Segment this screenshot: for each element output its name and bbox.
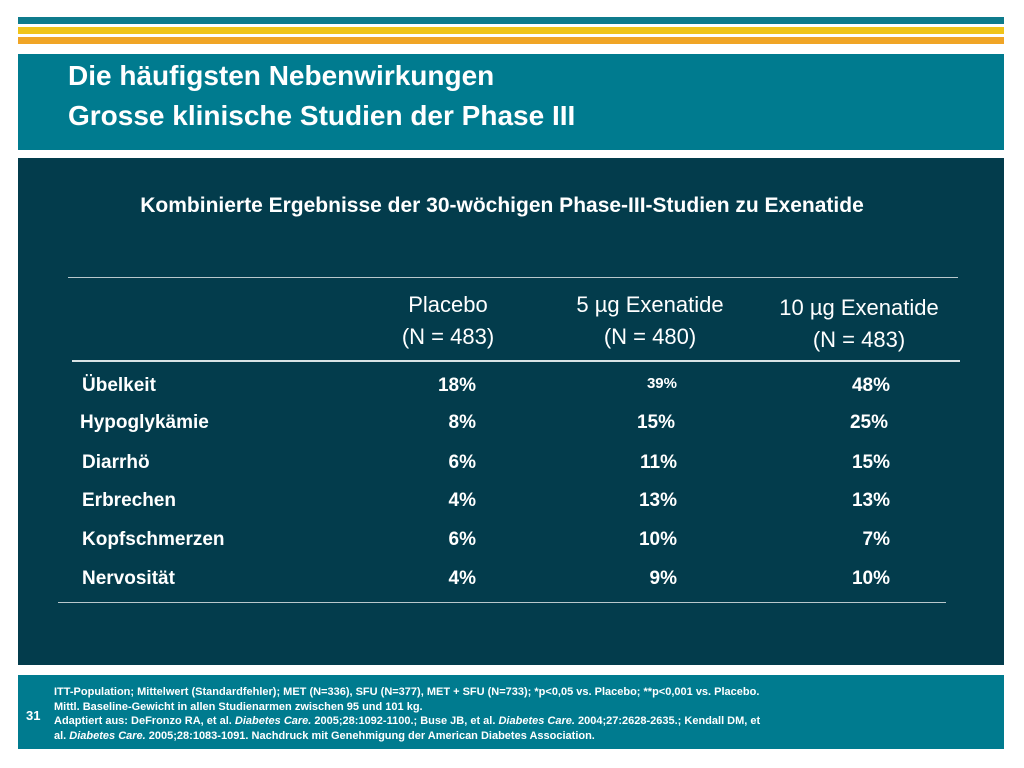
footnote-text: 2004;27:2628-2635.; Kendall DM, et	[574, 715, 761, 727]
cell-5ug: 11%	[640, 452, 677, 473]
page-number: 31	[26, 708, 41, 723]
column-header-5ug: 5 µg Exenatide (N = 480)	[550, 289, 750, 353]
cell-5ug: 10%	[638, 529, 677, 550]
row-label-diarrhoe: Diarrhö	[82, 452, 150, 473]
journal-name: Diabetes Care.	[234, 715, 312, 727]
row-label-kopfschmerzen: Kopfschmerzen	[82, 529, 225, 550]
table-subtitle: Kombinierte Ergebnisse der 30-wöchigen P…	[140, 194, 864, 217]
slide-title-line1: Die häufigsten Nebenwirkungen	[68, 60, 495, 91]
cell-10ug: 7%	[862, 529, 890, 550]
column-header-10ug: 10 µg Exenatide (N = 483)	[752, 292, 966, 356]
top-stripe-teal	[18, 17, 1004, 24]
cell-10ug: 13%	[851, 490, 890, 511]
column-n: (N = 483)	[812, 327, 906, 352]
table-header-rule	[72, 360, 960, 362]
cell-placebo: 6%	[448, 452, 476, 473]
column-n: (N = 483)	[401, 324, 495, 349]
column-name: Placebo	[408, 292, 488, 317]
cell-5ug: 15%	[636, 412, 675, 433]
cell-5ug: 39%	[646, 375, 677, 392]
cell-placebo: 6%	[448, 529, 476, 550]
row-label-erbrechen: Erbrechen	[82, 490, 176, 511]
footnote-text: al.	[54, 729, 70, 742]
footnote-text: 2005;28:1092-1100.; Buse JB, et al.	[311, 715, 499, 727]
cell-5ug: 9%	[649, 568, 677, 589]
journal-name: Diabetes Care.	[498, 715, 575, 727]
footnote-line2: Mittl. Baseline-Gewicht in allen Studien…	[54, 700, 423, 713]
row-label-hypoglykaemie: Hypoglykämie	[80, 412, 209, 433]
table-bottom-rule	[58, 602, 946, 603]
row-label-uebelkeit: Übelkeit	[82, 375, 156, 396]
footnote-text: Adaptiert aus: DeFronzo RA, et al.	[54, 715, 235, 727]
content-panel	[18, 158, 1004, 665]
column-name: 10 µg Exenatide	[779, 295, 939, 320]
cell-10ug: 48%	[851, 375, 890, 396]
cell-10ug: 10%	[851, 568, 890, 589]
footnote-text: 2005;28:1083-1091. Nachdruck mit Genehmi…	[145, 729, 595, 742]
cell-placebo: 18%	[437, 375, 476, 396]
row-label-nervositaet: Nervosität	[82, 568, 175, 589]
cell-placebo: 8%	[448, 412, 476, 433]
column-name: 5 µg Exenatide	[576, 292, 724, 317]
top-stripe-orange	[18, 37, 1004, 44]
journal-name: Diabetes Care.	[69, 729, 146, 742]
slide-title-line2: Grosse klinische Studien der Phase III	[68, 100, 576, 131]
cell-10ug: 25%	[849, 412, 888, 433]
cell-placebo: 4%	[448, 490, 476, 511]
footer-panel	[18, 675, 1004, 749]
footnote-line1: ITT-Population; Mittelwert (Standardfehl…	[54, 686, 760, 698]
title-panel: Die häufigsten Nebenwirkungen Grosse kli…	[18, 54, 1004, 150]
column-header-placebo: Placebo (N = 483)	[368, 289, 528, 353]
cell-10ug: 15%	[851, 452, 890, 473]
column-n: (N = 480)	[603, 324, 697, 349]
top-stripe-yellow	[18, 27, 1004, 34]
footnote-line3: Adaptiert aus: DeFronzo RA, et al. Diabe…	[54, 714, 924, 729]
footnote: ITT-Population; Mittelwert (Standardfehl…	[54, 685, 924, 743]
cell-5ug: 13%	[638, 490, 677, 511]
footnote-line4: al. Diabetes Care. 2005;28:1083-1091. Na…	[54, 729, 924, 744]
cell-placebo: 4%	[448, 568, 476, 589]
table-top-rule	[68, 277, 958, 278]
